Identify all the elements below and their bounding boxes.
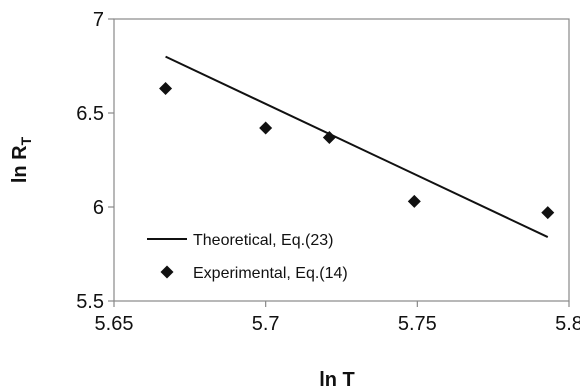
chart-marks (159, 55, 555, 238)
legend: Theoretical, Eq.(23) Experimental, Eq.(14… (147, 232, 348, 282)
experimental-point (259, 121, 273, 135)
y-axis-title-main: ln R (9, 145, 31, 183)
x-tick-label: 5.75 (398, 313, 437, 335)
experimental-point (322, 130, 336, 144)
legend-label-theoretical: Theoretical, Eq.(23) (193, 232, 334, 249)
y-axis-title-subscript: T (18, 136, 34, 145)
y-axis-title: ln RT (9, 136, 34, 183)
y-tick-label: 6.5 (76, 103, 104, 125)
x-tick-label: 5.65 (95, 313, 134, 335)
axes: 5.65 5.7 5.75 5.8 5.5 6 6.5 7 (76, 9, 580, 335)
plot-area (113, 18, 570, 302)
y-tick-label: 7 (93, 9, 104, 31)
theoretical-line (165, 55, 549, 238)
plot-border (113, 18, 570, 302)
legend-diamond-swatch (160, 265, 174, 279)
y-tick-label: 5.5 (76, 291, 104, 313)
experimental-point (541, 206, 555, 220)
x-tick-label: 5.7 (252, 313, 280, 335)
x-axis-title: ln T (319, 369, 355, 389)
legend-label-experimental: Experimental, Eq.(14) (193, 265, 348, 282)
experimental-point (407, 194, 421, 208)
y-tick-label: 6 (93, 197, 104, 219)
x-tick-label: 5.8 (555, 313, 580, 335)
experimental-point (159, 82, 173, 96)
